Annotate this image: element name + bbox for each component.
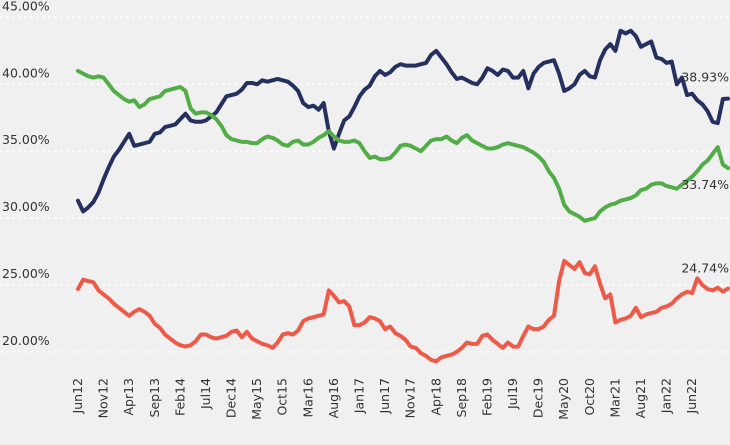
line-series (76, 28, 730, 214)
y-tick-label: 45.00% (2, 0, 50, 13)
y-tick-label: 40.00% (2, 65, 50, 80)
x-tick-label: Aug21 (633, 378, 648, 418)
x-tick-label: Oct15 (275, 378, 290, 416)
end-value-label: 33.74% (681, 177, 729, 192)
x-tick-label: Jan22 (659, 378, 674, 414)
x-tick-label: Aug16 (326, 378, 341, 418)
end-value-label: 38.93% (681, 70, 729, 85)
x-tick-label: Jun22 (684, 378, 699, 414)
y-tick-label: 35.00% (2, 132, 50, 147)
line-series (76, 258, 730, 364)
x-tick-label: Oct20 (582, 378, 597, 416)
x-tick-label: Jul19 (505, 378, 520, 410)
x-tick-label: Apr13 (121, 378, 136, 416)
x-tick-label: Sep13 (147, 378, 162, 417)
y-tick-label: 20.00% (2, 333, 50, 348)
end-value-label: 24.74% (681, 261, 729, 276)
x-tick-label: Jun17 (377, 378, 392, 414)
y-tick-label: 30.00% (2, 199, 50, 214)
x-tick-label: Nov12 (96, 378, 111, 418)
x-tick-label: Jul14 (198, 378, 213, 410)
line-series (76, 68, 730, 223)
x-tick-label: Feb19 (479, 378, 494, 416)
x-tick-label: May15 (249, 378, 264, 420)
x-tick-label: Apr18 (428, 378, 443, 416)
x-tick-label: Jan17 (351, 378, 366, 414)
x-tick-label: Feb14 (172, 378, 187, 416)
x-tick-label: Sep18 (454, 378, 469, 418)
x-tick-label: Nov17 (403, 378, 418, 418)
x-tick-label: Jun12 (70, 378, 85, 414)
x-tick-label: Dec19 (531, 378, 546, 418)
y-tick-label: 25.00% (2, 266, 50, 281)
x-tick-label: Mar16 (300, 378, 315, 418)
x-tick-label: Mar21 (607, 378, 622, 418)
x-tick-label: May20 (556, 378, 571, 420)
x-tick-label: Dec14 (224, 378, 239, 418)
